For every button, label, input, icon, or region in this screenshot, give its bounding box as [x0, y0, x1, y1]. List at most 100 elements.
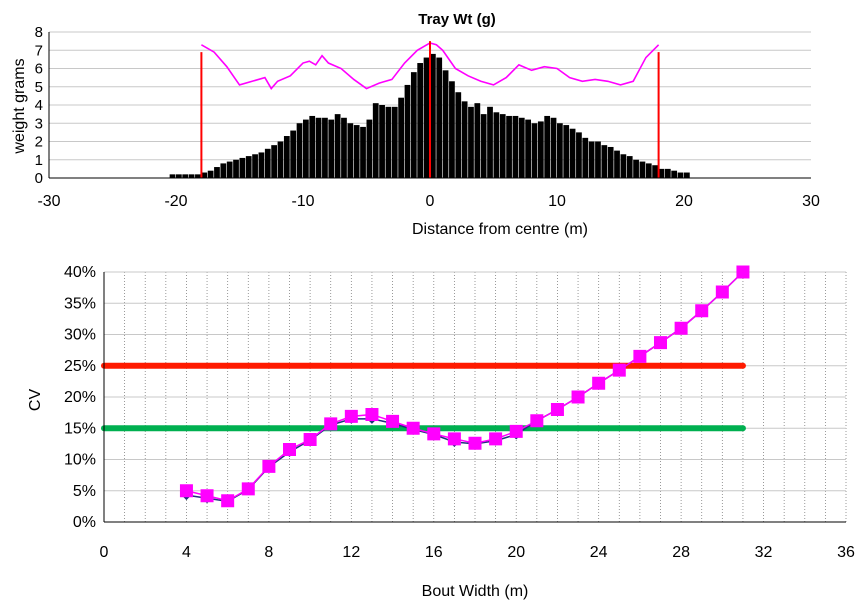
histogram-bar	[626, 156, 633, 178]
histogram-bar	[391, 106, 398, 178]
series-point-square	[612, 363, 626, 377]
histogram-bar	[544, 115, 551, 178]
bottom-chart-y-axis-label: CV	[27, 389, 44, 412]
histogram-bar	[531, 123, 538, 178]
series-point-square	[241, 482, 255, 496]
bottom-y-tick-label: 0%	[73, 514, 96, 531]
histogram-bar	[176, 174, 182, 178]
top-chart-histogram	[169, 53, 690, 178]
top-x-tick-label: 30	[802, 193, 820, 210]
histogram-bar	[341, 117, 347, 178]
histogram-bar	[487, 106, 493, 178]
histogram-bar	[684, 172, 690, 178]
histogram-bar	[201, 172, 208, 178]
histogram-bar	[360, 126, 366, 178]
histogram-bar	[404, 84, 411, 178]
series-point-square	[221, 494, 235, 508]
histogram-bar	[645, 163, 652, 178]
histogram-bar	[220, 163, 227, 178]
bottom-y-tick-label: 25%	[64, 358, 96, 375]
histogram-bar	[423, 57, 430, 178]
histogram-bar	[214, 167, 220, 178]
bottom-x-tick-label: 20	[507, 544, 525, 561]
histogram-bar	[671, 170, 678, 178]
top-y-tick-label: 8	[35, 24, 43, 41]
bottom-y-tick-label: 30%	[64, 327, 96, 344]
series-point-square	[550, 403, 564, 416]
bottom-x-tick-label: 16	[425, 544, 443, 561]
series-point-square	[592, 376, 606, 390]
series-point-square	[303, 433, 317, 446]
series-point-square	[344, 409, 358, 423]
top-x-tick-label: 10	[548, 193, 566, 210]
histogram-bar	[620, 154, 627, 178]
histogram-bar	[188, 174, 195, 178]
histogram-bar	[569, 128, 576, 178]
histogram-bar	[303, 119, 309, 178]
top-y-tick-label: 2	[35, 134, 43, 151]
histogram-bar	[309, 115, 316, 178]
histogram-bar	[652, 165, 658, 178]
bottom-y-tick-label: 15%	[64, 420, 96, 437]
histogram-bar	[322, 117, 328, 178]
histogram-bar	[455, 92, 462, 178]
histogram-bar	[576, 132, 582, 178]
series-point-square	[386, 414, 400, 428]
histogram-bar	[493, 112, 500, 178]
cv-profile-line	[201, 42, 660, 90]
top-chart: Tray Wt (g) Distance from centre (m) wei…	[11, 11, 820, 238]
bottom-x-tick-label: 36	[837, 544, 855, 561]
bottom-x-tick-label: 4	[182, 544, 191, 561]
bottom-chart-tick-labels: 0% 5% 10% 15% 20% 25% 30% 35% 40% 0 4 8 12 16 20 24 28 32…	[64, 264, 855, 561]
histogram-bar	[385, 106, 392, 178]
histogram-bar	[290, 130, 297, 178]
bottom-chart-series	[179, 265, 750, 508]
histogram-bar	[296, 123, 303, 178]
histogram-bar	[537, 121, 544, 178]
top-y-tick-label: 1	[35, 152, 43, 169]
top-y-tick-label: 5	[35, 79, 43, 96]
top-chart-lines	[200, 41, 660, 178]
histogram-bar	[595, 141, 601, 178]
histogram-bar	[664, 168, 671, 178]
histogram-bar	[226, 161, 233, 178]
series-point-square	[324, 417, 338, 431]
top-y-tick-label: 6	[35, 61, 43, 78]
bottom-chart-x-axis-label: Bout Width (m)	[422, 583, 529, 600]
top-x-tick-label: 0	[426, 193, 435, 210]
histogram-bar	[633, 159, 639, 178]
series-point-square	[654, 336, 667, 350]
series-point-square	[179, 484, 193, 498]
histogram-bar	[410, 72, 417, 178]
series-point-square	[468, 436, 482, 450]
series-point-square	[633, 349, 647, 363]
series-point-square	[715, 285, 729, 299]
histogram-bar	[195, 174, 201, 178]
histogram-bar	[417, 63, 424, 178]
histogram-bar	[252, 154, 258, 178]
histogram-bar	[245, 156, 252, 178]
histogram-bar	[182, 174, 189, 178]
histogram-bar	[379, 105, 385, 178]
histogram-bar	[315, 117, 322, 178]
top-y-tick-label: 4	[35, 97, 43, 114]
bottom-x-tick-label: 12	[342, 544, 360, 561]
histogram-bar	[518, 117, 525, 178]
histogram-bar	[436, 57, 443, 178]
bottom-y-tick-label: 35%	[64, 295, 96, 312]
histogram-bar	[442, 70, 449, 178]
histogram-bar	[207, 170, 214, 178]
series-line	[186, 271, 744, 502]
histogram-bar	[582, 137, 589, 178]
series-point-square	[427, 427, 441, 441]
histogram-bar	[430, 53, 436, 178]
top-chart-x-axis-label: Distance from centre (m)	[412, 221, 588, 238]
bottom-y-tick-label: 10%	[64, 452, 96, 469]
top-x-tick-label: -10	[291, 193, 314, 210]
histogram-bar	[512, 115, 519, 178]
histogram-bar	[601, 145, 608, 178]
bottom-y-tick-label: 5%	[73, 483, 96, 500]
histogram-bar	[588, 141, 595, 178]
